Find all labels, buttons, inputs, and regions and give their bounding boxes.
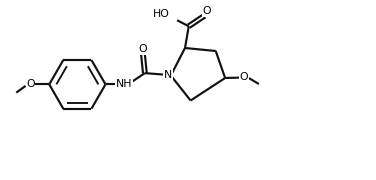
Text: NH: NH bbox=[116, 79, 132, 89]
Text: O: O bbox=[240, 72, 248, 82]
Text: O: O bbox=[139, 44, 147, 54]
Text: O: O bbox=[26, 79, 35, 89]
Text: HO: HO bbox=[153, 9, 170, 19]
Text: N: N bbox=[164, 70, 172, 80]
Text: O: O bbox=[202, 6, 211, 16]
